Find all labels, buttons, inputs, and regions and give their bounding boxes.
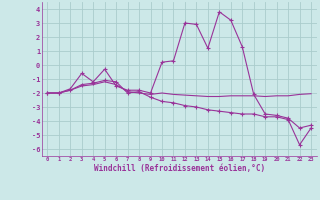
X-axis label: Windchill (Refroidissement éolien,°C): Windchill (Refroidissement éolien,°C) — [94, 164, 265, 173]
